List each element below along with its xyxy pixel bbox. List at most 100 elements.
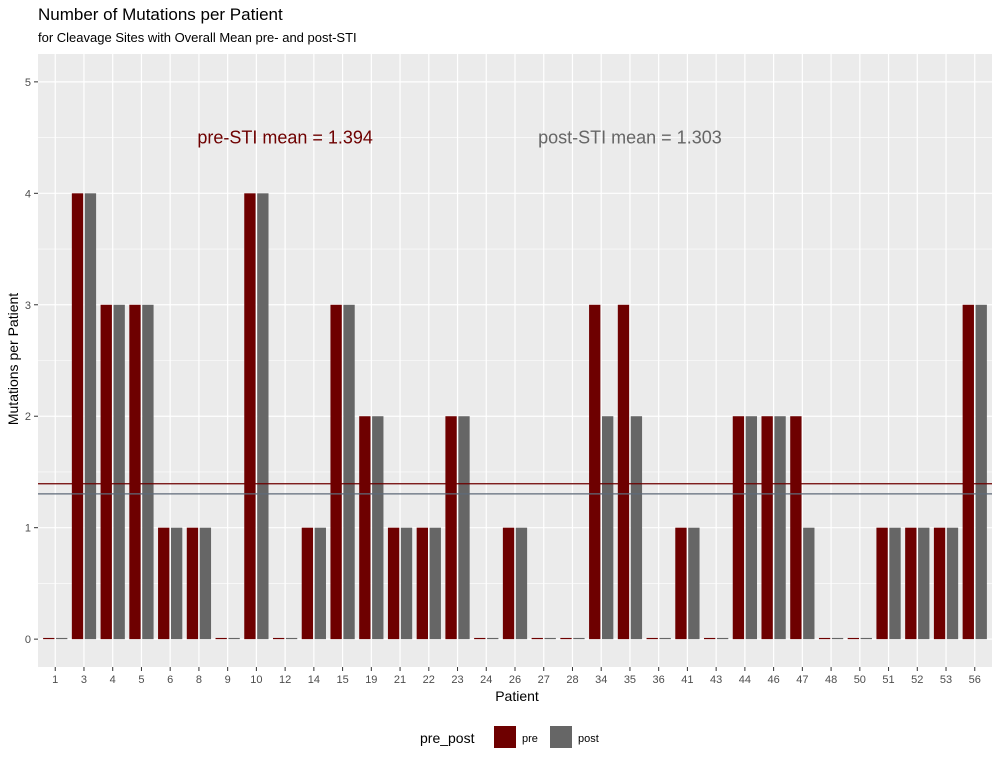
bar: [285, 637, 298, 640]
x-tick-label: 19: [365, 674, 377, 686]
bar: [933, 527, 946, 640]
x-tick-label: 48: [825, 674, 837, 686]
x-tick-label: 44: [739, 674, 751, 686]
x-tick-label: 28: [566, 674, 578, 686]
bar: [975, 304, 987, 640]
x-tick-label: 12: [279, 674, 291, 686]
x-tick-label: 4: [110, 674, 116, 686]
bar: [359, 416, 371, 640]
x-tick-label: 22: [423, 674, 435, 686]
y-axis: 0 1 2 3 4 5: [25, 77, 38, 646]
bar: [170, 527, 183, 640]
bar: [761, 416, 773, 640]
bar: [186, 527, 199, 640]
x-tick-label: 52: [911, 674, 923, 686]
bar: [142, 304, 154, 640]
bar: [560, 637, 572, 640]
y-axis-title: Mutations per Patient: [5, 293, 21, 425]
x-tick-label: 21: [394, 674, 406, 686]
x-tick-label: 35: [624, 674, 636, 686]
x-tick-label: 51: [882, 674, 894, 686]
bar: [688, 527, 700, 640]
bar: [847, 637, 860, 640]
bar: [387, 527, 400, 640]
bar: [445, 416, 457, 640]
annotations: pre-STI mean = 1.394 post-STI mean = 1.30…: [197, 128, 721, 148]
y-tick-label: 0: [25, 634, 31, 646]
bar: [675, 527, 687, 640]
bar: [602, 416, 614, 640]
bar: [257, 193, 269, 640]
bar: [646, 637, 658, 640]
x-tick-label: 47: [796, 674, 808, 686]
legend-label-pre: pre: [522, 733, 538, 745]
x-tick-label: 41: [681, 674, 693, 686]
bars: [43, 193, 987, 640]
bar: [790, 416, 802, 640]
x-tick-label: 27: [538, 674, 550, 686]
legend: pre_post pre post: [420, 726, 599, 748]
bar: [272, 637, 285, 640]
y-tick-label: 4: [25, 188, 31, 200]
y-tick-label: 2: [25, 411, 31, 423]
x-tick-label: 46: [767, 674, 779, 686]
x-tick-label: 15: [336, 674, 348, 686]
bar: [43, 637, 55, 640]
x-tick-label: 10: [250, 674, 262, 686]
x-tick-label: 23: [451, 674, 463, 686]
bar: [918, 527, 930, 640]
bar: [330, 304, 342, 640]
bar: [531, 637, 543, 640]
bar: [400, 527, 413, 640]
bar: [860, 637, 872, 640]
bar: [818, 637, 831, 640]
bar: [84, 193, 97, 640]
bar: [228, 637, 240, 640]
bar: [659, 637, 671, 640]
x-tick-label: 43: [710, 674, 722, 686]
bar: [416, 527, 428, 640]
chart-subtitle: for Cleavage Sites with Overall Mean pre…: [38, 30, 357, 45]
bar: [372, 416, 384, 640]
reference-lines: [38, 483, 992, 495]
x-tick-label: 14: [308, 674, 320, 686]
grid-major: [38, 54, 992, 667]
x-tick-label: 50: [854, 674, 866, 686]
x-tick-label: 1: [52, 674, 58, 686]
bar: [573, 637, 585, 640]
mean-annotation: post-STI mean = 1.303: [538, 128, 722, 148]
bar: [704, 637, 716, 640]
bar: [100, 304, 112, 640]
x-tick-label: 3: [81, 674, 87, 686]
bar: [946, 527, 959, 640]
bar: [905, 527, 917, 640]
mean-annotation: pre-STI mean = 1.394: [197, 128, 373, 148]
bar: [502, 527, 515, 640]
x-tick-label: 36: [653, 674, 665, 686]
x-tick-label: 53: [940, 674, 952, 686]
bar: [745, 416, 758, 640]
x-tick-label: 9: [225, 674, 231, 686]
bar: [244, 193, 256, 640]
bar: [630, 416, 643, 640]
bar: [56, 637, 68, 640]
bar: [589, 304, 601, 640]
bar: [732, 416, 745, 640]
x-tick-label: 56: [969, 674, 981, 686]
legend-title: pre_post: [420, 730, 475, 746]
x-tick-label: 8: [196, 674, 202, 686]
bar: [158, 527, 170, 640]
legend-key-pre: [494, 726, 516, 748]
x-tick-label: 24: [480, 674, 492, 686]
x-axis-title: Patient: [495, 688, 539, 704]
legend-key-post: [550, 726, 572, 748]
bar: [889, 527, 901, 640]
bar: [487, 637, 499, 640]
bar: [803, 527, 815, 640]
bar: [343, 304, 355, 640]
x-axis: 1 3 4 5 6 8 9 10 12 14 15 19 21 22 23 24 26 27 28 34 35 36 41 4…: [52, 667, 981, 686]
bar: [71, 193, 84, 640]
bar: [544, 637, 556, 640]
bar: [876, 527, 888, 640]
bar: [716, 637, 729, 640]
